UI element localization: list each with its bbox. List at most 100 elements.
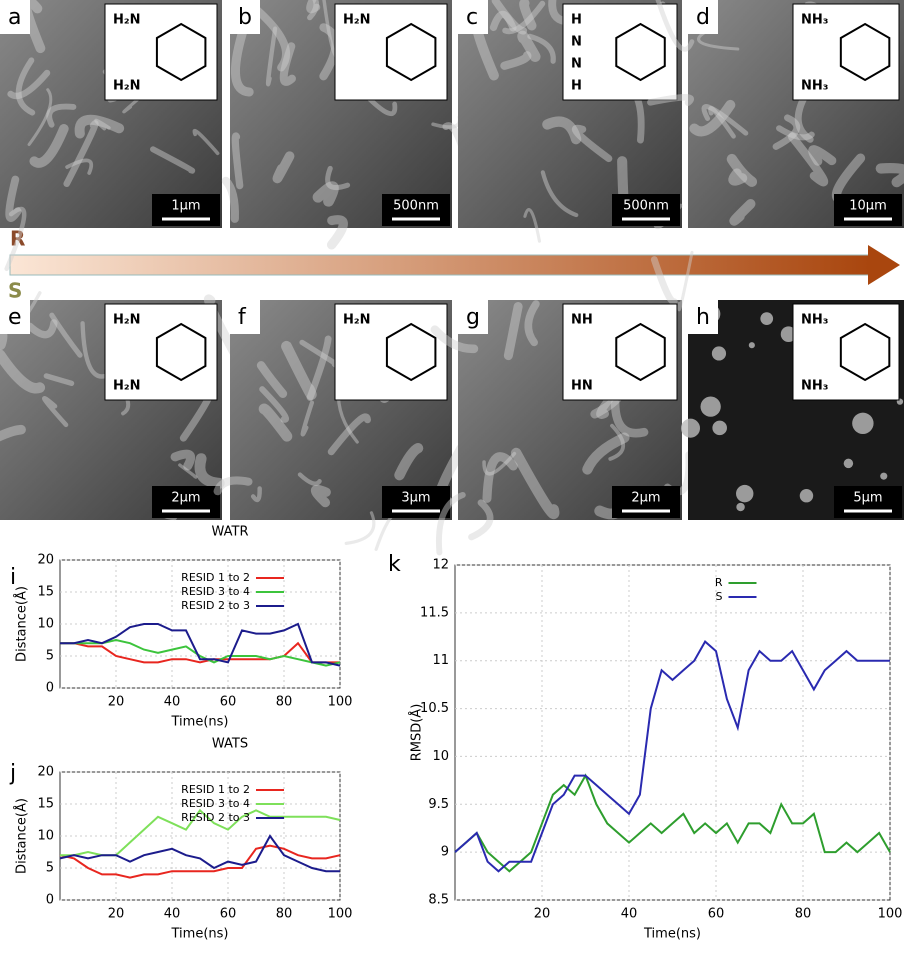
legend-label: S <box>716 590 723 603</box>
scale-label: 1µm <box>171 199 200 214</box>
legend-label: RESID 3 to 4 <box>181 585 250 598</box>
group-label: NH₃ <box>801 379 828 394</box>
y-tick-label: 12 <box>432 558 449 573</box>
x-axis-label: Time(ns) <box>643 927 701 942</box>
y-tick-label: 11 <box>432 653 449 668</box>
figure: R S aH₂NH₂N1µmbH₂N500nmcHNNH500nmdNH₃NH₃… <box>0 0 904 950</box>
panel-label: a <box>8 5 21 30</box>
y-tick-label: 9.5 <box>428 797 449 812</box>
texture <box>749 342 755 348</box>
chart-title: WATR <box>211 525 248 540</box>
x-tick-label: 80 <box>276 695 293 710</box>
y-tick-label: 10 <box>37 617 54 632</box>
panel-label: c <box>466 5 478 30</box>
group-label: H₂N <box>343 313 370 328</box>
texture <box>712 346 726 360</box>
legend-label: RESID 3 to 4 <box>181 797 250 810</box>
group-label: NH <box>571 313 593 328</box>
legend-label: RESID 2 to 3 <box>181 599 250 612</box>
scale-label: 500nm <box>393 199 439 214</box>
texture <box>844 459 853 468</box>
x-tick-label: 60 <box>708 907 725 922</box>
group-label: H₂N <box>113 13 140 28</box>
y-tick-label: 0 <box>46 681 54 696</box>
page: R S aH₂NH₂N1µmbH₂N500nmcHNNH500nmdNH₃NH₃… <box>0 0 904 954</box>
y-tick-label: 5 <box>46 861 54 876</box>
panel-label: i <box>10 565 16 590</box>
x-axis-label: Time(ns) <box>171 715 229 730</box>
scale-label: 2µm <box>631 491 660 506</box>
texture <box>736 485 753 502</box>
group-label: HN <box>571 379 593 394</box>
x-tick-label: 20 <box>108 695 125 710</box>
y-axis-label: Distance(Å) <box>14 586 30 662</box>
y-tick-label: 15 <box>37 585 54 600</box>
x-tick-label: 100 <box>328 907 353 922</box>
group-label: H₂N <box>343 13 370 28</box>
scale-label: 3µm <box>401 491 430 506</box>
y-tick-label: 10 <box>432 749 449 764</box>
legend-label: RESID 2 to 3 <box>181 811 250 824</box>
x-tick-label: 20 <box>108 907 125 922</box>
group-label: N <box>571 57 582 72</box>
arrow-head <box>868 245 900 285</box>
y-tick-label: 20 <box>37 765 54 780</box>
x-axis-label: Time(ns) <box>171 927 229 942</box>
group-label: NH₃ <box>801 313 828 328</box>
legend-label: RESID 1 to 2 <box>181 571 250 584</box>
group-label: H₂N <box>113 379 140 394</box>
texture <box>681 419 700 438</box>
y-tick-label: 15 <box>37 797 54 812</box>
y-tick-label: 11.5 <box>420 605 449 620</box>
x-tick-label: 60 <box>220 695 237 710</box>
texture <box>760 312 773 325</box>
panel-label: f <box>238 305 247 330</box>
group-label: H₂N <box>113 313 140 328</box>
group-label: N <box>571 35 582 50</box>
x-tick-label: 80 <box>276 907 293 922</box>
texture <box>650 97 690 102</box>
texture <box>316 490 327 503</box>
legend-label: R <box>715 576 723 589</box>
panel-label: g <box>466 305 480 330</box>
panel-label: h <box>696 305 710 330</box>
y-tick-label: 5 <box>46 649 54 664</box>
y-tick-label: 10 <box>37 829 54 844</box>
chart-title: WATS <box>212 737 248 752</box>
y-axis-label: RMSD(Å) <box>409 704 425 762</box>
texture <box>712 421 727 436</box>
y-tick-label: 9 <box>441 845 449 860</box>
arrow-bar <box>10 255 870 275</box>
group-label: H <box>571 79 582 94</box>
scale-label: 500nm <box>623 199 669 214</box>
texture <box>800 489 813 502</box>
y-tick-label: 20 <box>37 553 54 568</box>
scale-label: 2µm <box>171 491 200 506</box>
texture <box>700 396 720 416</box>
panel-label: e <box>8 305 22 330</box>
group-label: H <box>571 13 582 28</box>
x-tick-label: 40 <box>164 907 181 922</box>
panel-label: d <box>696 5 710 30</box>
texture <box>637 99 641 140</box>
s-label: S <box>8 279 22 303</box>
texture <box>852 413 873 434</box>
texture <box>318 187 333 202</box>
panel-label: j <box>9 761 16 786</box>
x-tick-label: 40 <box>164 695 181 710</box>
panel-label: b <box>238 5 252 30</box>
x-tick-label: 80 <box>795 907 812 922</box>
scale-label: 10µm <box>849 199 886 214</box>
legend-label: RESID 1 to 2 <box>181 783 250 796</box>
group-label: NH₃ <box>801 13 828 28</box>
x-tick-label: 100 <box>878 907 903 922</box>
texture <box>736 503 744 511</box>
x-tick-label: 60 <box>220 907 237 922</box>
group-label: NH₃ <box>801 79 828 94</box>
x-tick-label: 100 <box>328 695 353 710</box>
x-tick-label: 20 <box>534 907 551 922</box>
group-label: H₂N <box>113 79 140 94</box>
x-tick-label: 40 <box>621 907 638 922</box>
scale-label: 5µm <box>853 491 882 506</box>
y-axis-label: Distance(Å) <box>14 798 30 874</box>
